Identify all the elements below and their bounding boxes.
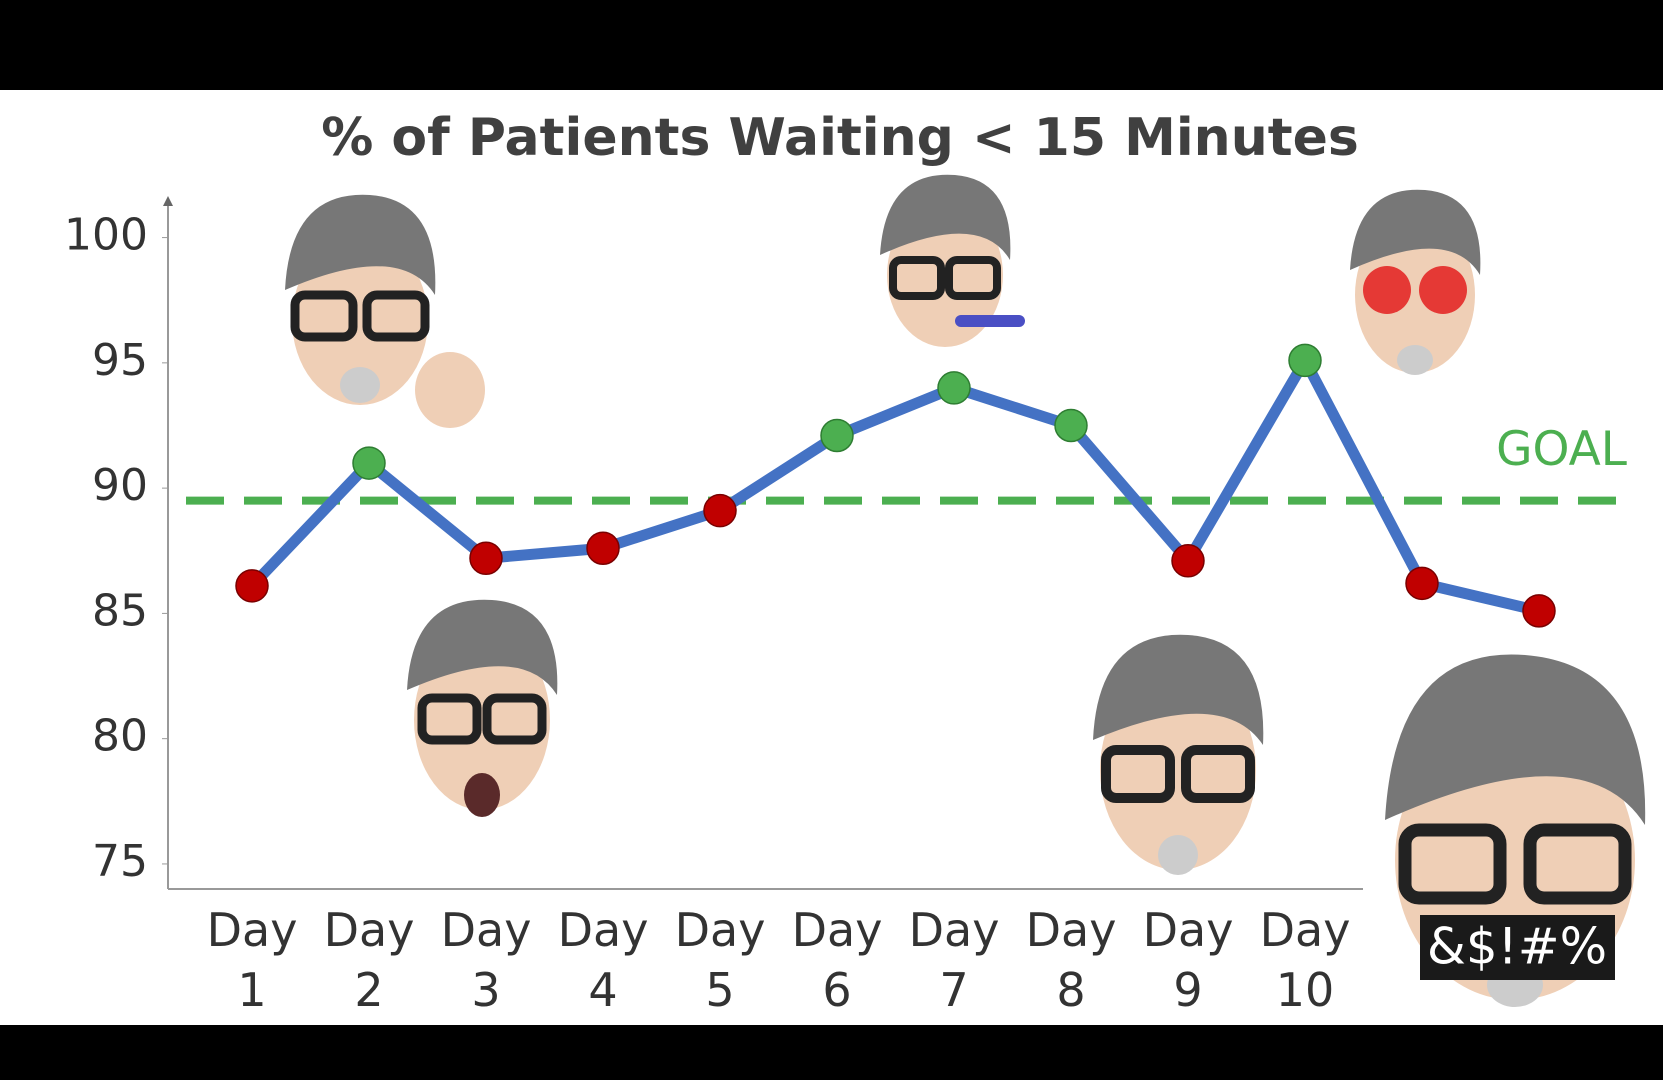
y-tick-label: 80 <box>92 711 148 762</box>
marker <box>1054 408 1088 443</box>
y-tick-label: 85 <box>92 585 148 636</box>
marker <box>1171 544 1205 578</box>
line <box>248 354 1541 617</box>
goal-label: GOAL <box>1496 422 1627 477</box>
x-tick-label: Day 10 <box>1259 903 1351 1017</box>
x-tick-label: Day 6 <box>791 903 883 1017</box>
x-tick-label: Day 4 <box>557 903 649 1017</box>
plot: 75 80 85 90 95 100 GOAL <box>64 210 1627 887</box>
x-tick-label: Day 3 <box>440 903 532 1017</box>
marker <box>937 371 971 405</box>
marker <box>586 531 620 566</box>
x-tick-label: Day 2 <box>323 903 415 1017</box>
y-axis-arrow <box>163 196 173 206</box>
avatar <box>285 194 485 428</box>
avatars: &$!#% <box>285 174 1646 1007</box>
marker <box>1288 343 1322 378</box>
annotation: &$!#% <box>1427 918 1607 976</box>
x-tick-label: Day 1 <box>206 903 298 1017</box>
marker <box>235 569 269 603</box>
marker <box>820 418 854 453</box>
avatar <box>407 599 558 817</box>
marker <box>352 446 386 480</box>
x-tick-label: Day 9 <box>1142 903 1234 1017</box>
avatar <box>1350 189 1481 375</box>
x-tick-label: Day 5 <box>674 903 766 1017</box>
marker <box>1405 566 1439 601</box>
avatar <box>880 174 1025 347</box>
y-tick-label: 95 <box>92 335 148 386</box>
marker <box>703 493 737 528</box>
chart-title: % of Patients Waiting < 15 Minutes <box>321 108 1359 168</box>
annotation-box <box>1420 915 1615 980</box>
y-tick-label: 100 <box>64 210 148 261</box>
avatar <box>1093 634 1264 875</box>
y-tick-label: 75 <box>92 836 148 887</box>
x-tick-label: Day 7 <box>908 903 1000 1017</box>
y-tick-label: 90 <box>92 460 148 511</box>
marker <box>469 541 503 576</box>
marker <box>1522 594 1556 628</box>
x-tick-label: Day 8 <box>1025 903 1117 1017</box>
